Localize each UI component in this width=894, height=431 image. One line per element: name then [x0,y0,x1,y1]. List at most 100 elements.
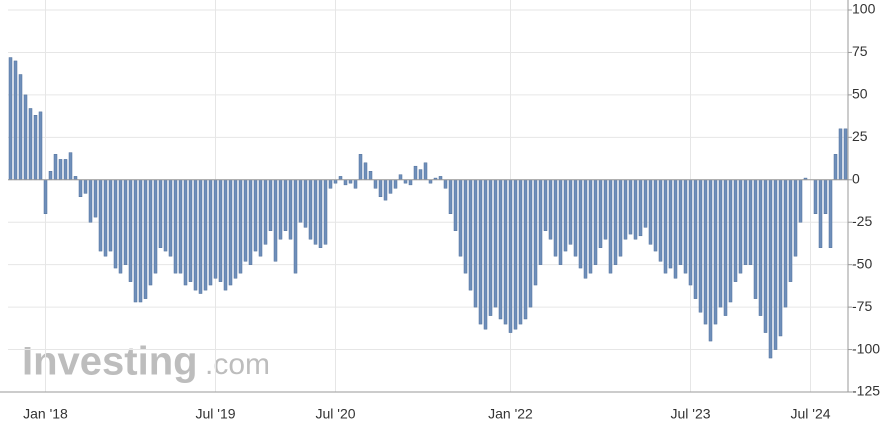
bar [328,179,333,189]
bar [458,179,463,257]
bar [263,179,268,245]
bar [393,179,398,189]
bar [343,179,348,186]
bar [793,179,798,257]
bar [138,179,143,303]
bar [148,179,153,286]
bar [683,179,688,274]
bar [473,179,478,308]
bar [828,179,833,248]
bar [628,179,633,235]
bar [8,57,13,181]
bar [358,154,363,181]
x-tick-label: Jan '18 [23,406,68,422]
bar [108,179,113,252]
bar [423,162,428,181]
bar [818,179,823,248]
bar [638,179,643,237]
bar [228,179,233,286]
bar [648,179,653,245]
bar [623,179,628,240]
y-tick-label: -25 [852,213,872,229]
bar [318,179,323,248]
bar [368,171,373,181]
bar [53,154,58,181]
bar [168,179,173,257]
bar [58,159,63,181]
bar [583,179,588,279]
bar [448,179,453,214]
watermark: Investing [22,340,198,384]
bar [558,179,563,265]
bar [43,179,48,214]
bar [78,179,83,198]
bar [618,179,623,257]
bar [523,179,528,320]
bar [308,179,313,240]
bar [173,179,178,274]
y-tick-label: -100 [852,340,880,356]
bar [498,179,503,320]
bar [778,179,783,337]
bar [193,179,198,291]
bar [573,179,578,257]
bar [838,128,843,181]
bar [18,74,23,181]
bar [513,179,518,330]
bar [723,179,728,316]
bar [353,179,358,189]
bar [258,179,263,257]
bar [538,179,543,265]
bar [543,179,548,231]
bar [823,179,828,214]
bar [428,179,433,184]
bar [688,179,693,286]
bar [143,179,148,299]
bar [528,179,533,308]
bar [203,179,208,291]
bar [163,179,168,252]
bar [313,179,318,245]
bar [563,179,568,252]
bar [503,179,508,325]
bar [293,179,298,274]
bar [403,179,408,184]
bar [298,179,303,223]
bar [758,179,763,316]
bar [578,179,583,269]
bar [23,94,28,181]
bar [753,179,758,299]
bar [278,179,283,240]
bar [743,179,748,265]
bar [348,179,353,184]
bar [713,179,718,325]
bar [123,179,128,265]
bar [598,179,603,248]
bar [413,165,418,181]
bar [763,179,768,333]
bar [698,179,703,313]
y-tick-label: -50 [852,255,872,271]
bar [288,179,293,240]
bar [718,179,723,308]
bar [198,179,203,294]
bar [633,179,638,240]
bar [83,179,88,194]
bar [398,174,403,181]
bar [533,179,538,286]
bar [728,179,733,303]
bar [213,179,218,279]
bar [548,179,553,240]
bar [113,179,118,269]
bar [133,179,138,303]
bar [28,108,33,181]
bar [333,179,338,184]
bar [183,179,188,286]
bar [603,179,608,240]
bar [813,179,818,214]
bar [158,179,163,248]
bar [843,128,848,181]
bar [833,154,838,181]
watermark: .com [205,348,270,381]
bar [238,179,243,274]
